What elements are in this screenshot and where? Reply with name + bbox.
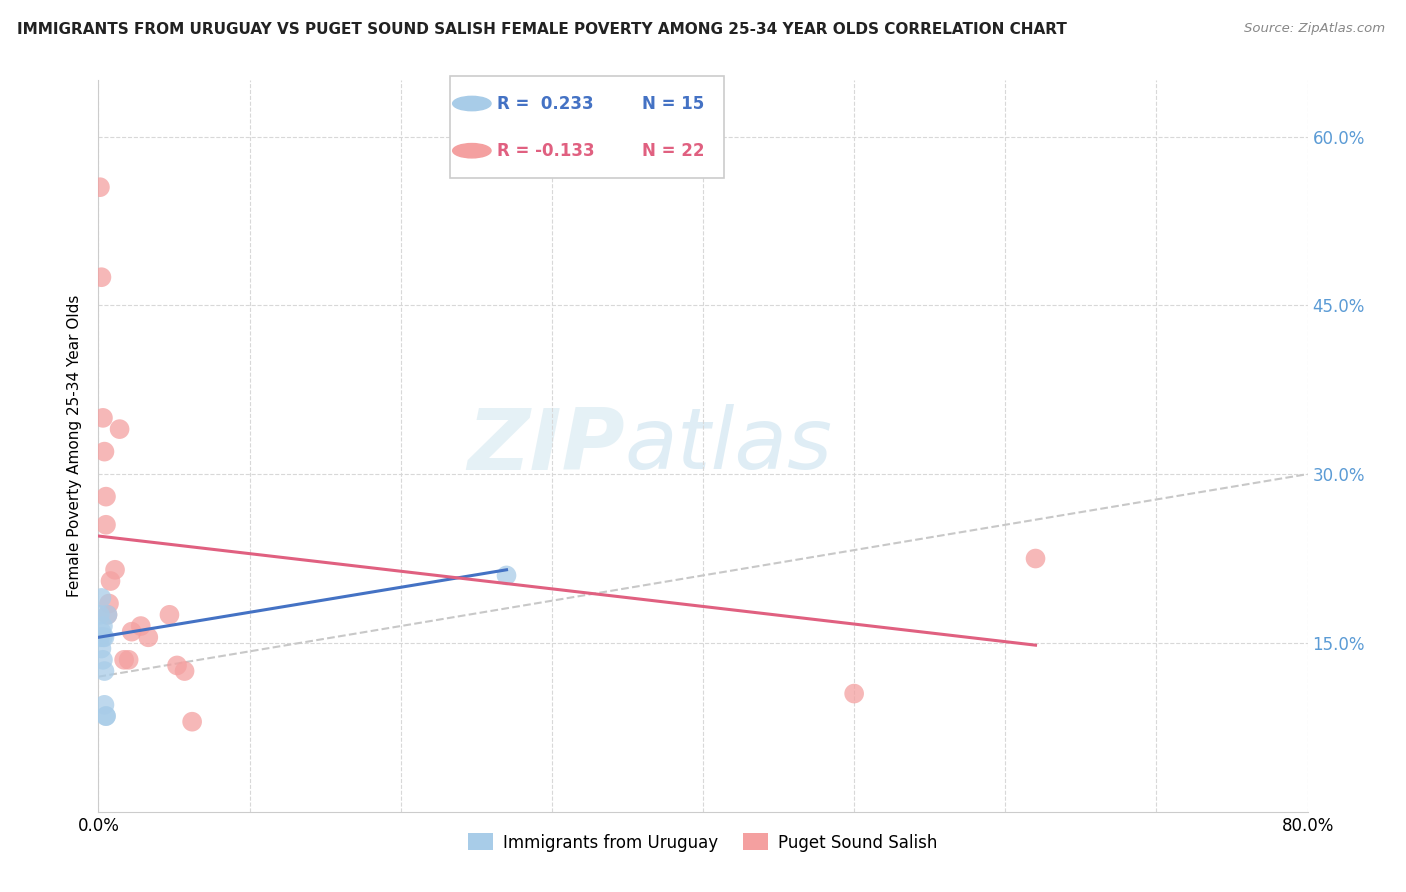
Point — [100, 574, 122, 588]
Text: Source: ZipAtlas.com: Source: ZipAtlas.com — [1244, 22, 1385, 36]
Point — [136, 630, 159, 644]
Point — [90, 270, 112, 285]
Y-axis label: Female Poverty Among 25-34 Year Olds: Female Poverty Among 25-34 Year Olds — [67, 295, 83, 597]
Point — [121, 624, 143, 639]
Point — [93, 664, 115, 678]
Point — [1024, 551, 1046, 566]
Point — [112, 653, 135, 667]
Point — [98, 597, 121, 611]
Text: IMMIGRANTS FROM URUGUAY VS PUGET SOUND SALISH FEMALE POVERTY AMONG 25-34 YEAR OL: IMMIGRANTS FROM URUGUAY VS PUGET SOUND S… — [17, 22, 1067, 37]
Point — [94, 709, 117, 723]
Point — [90, 624, 112, 639]
Point — [93, 444, 115, 458]
Circle shape — [453, 144, 491, 158]
Point — [844, 687, 866, 701]
Point — [91, 410, 114, 425]
FancyBboxPatch shape — [450, 76, 724, 178]
Point — [96, 607, 118, 622]
Point — [96, 607, 118, 622]
Point — [91, 619, 114, 633]
Point — [495, 568, 517, 582]
Text: R =  0.233: R = 0.233 — [496, 95, 593, 112]
Text: N = 15: N = 15 — [643, 95, 704, 112]
Text: N = 22: N = 22 — [643, 142, 704, 160]
Point — [89, 607, 111, 622]
Point — [93, 630, 115, 644]
Point — [181, 714, 204, 729]
Point — [93, 698, 115, 712]
Point — [94, 517, 117, 532]
Point — [118, 653, 141, 667]
Legend: Immigrants from Uruguay, Puget Sound Salish: Immigrants from Uruguay, Puget Sound Sal… — [461, 827, 945, 858]
Text: ZIP: ZIP — [467, 404, 624, 488]
Point — [108, 422, 131, 436]
Point — [159, 607, 181, 622]
Point — [166, 658, 188, 673]
Point — [90, 641, 112, 656]
Text: R = -0.133: R = -0.133 — [496, 142, 595, 160]
Point — [94, 490, 117, 504]
Point — [91, 630, 114, 644]
Point — [94, 709, 117, 723]
Point — [90, 591, 112, 605]
Point — [173, 664, 195, 678]
Point — [104, 563, 127, 577]
Circle shape — [453, 96, 491, 111]
Text: atlas: atlas — [624, 404, 832, 488]
Point — [91, 653, 114, 667]
Point — [89, 180, 111, 194]
Point — [89, 630, 111, 644]
Point — [129, 619, 152, 633]
